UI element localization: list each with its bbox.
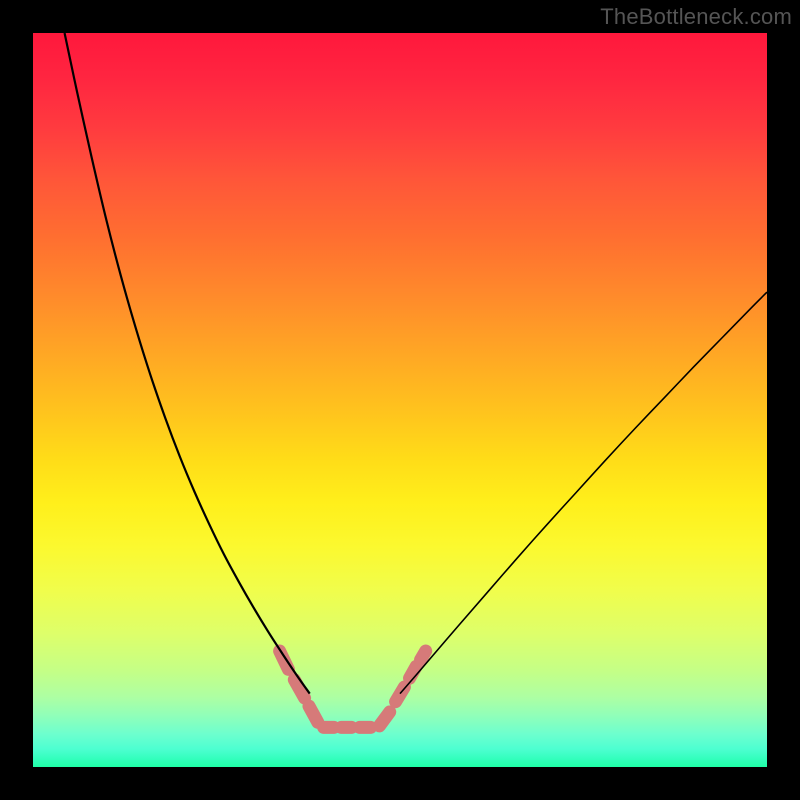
chart-frame: TheBottleneck.com [0,0,800,800]
valley-marker-segment [379,712,389,726]
valley-marker-segment [309,706,318,722]
valley-marker-segment [421,651,426,660]
plot-area [33,33,767,767]
curve-overlay [33,33,767,767]
watermark-text: TheBottleneck.com [600,4,792,30]
left-curve [65,33,310,694]
right-curve [400,292,767,693]
